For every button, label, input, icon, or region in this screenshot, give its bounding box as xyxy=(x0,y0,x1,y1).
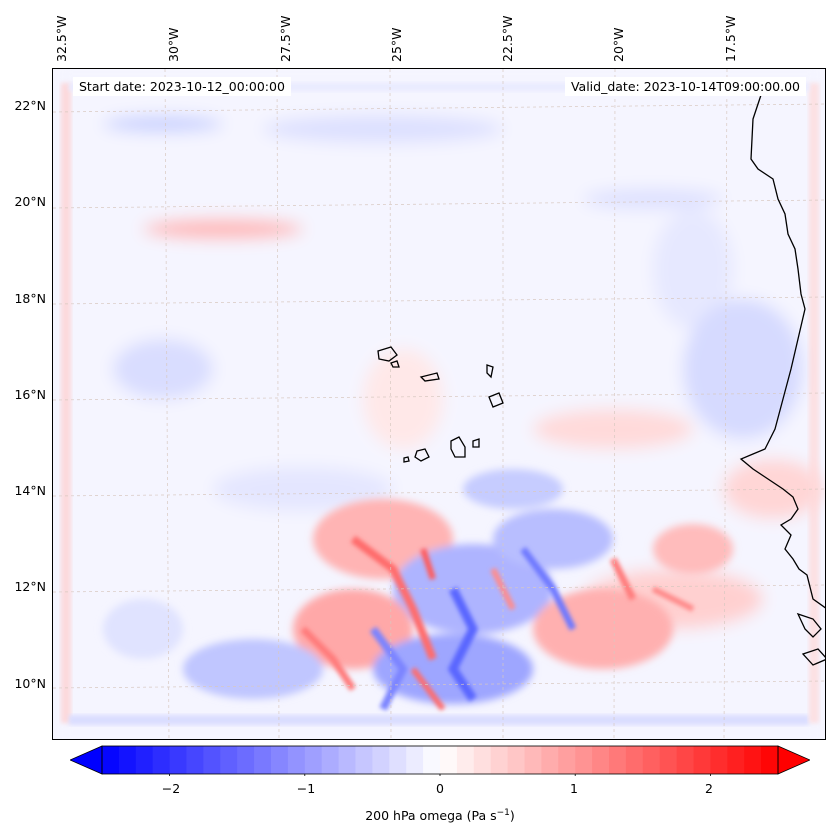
colorbar-segment xyxy=(102,746,120,774)
boundary-artifact xyxy=(61,83,819,725)
cape-verde-fogo xyxy=(414,448,430,462)
african-coastline xyxy=(739,82,825,609)
bissagos-islands xyxy=(801,648,825,666)
colorbar-segment xyxy=(118,746,137,774)
cape-verde-santo-antao xyxy=(377,346,398,362)
colorbar-segment xyxy=(456,746,475,774)
cape-verde-boa-vista xyxy=(488,392,504,408)
cape-verde-santiago xyxy=(450,436,466,458)
colorbar-segment xyxy=(321,746,340,774)
colorbar-extend-min xyxy=(70,745,103,775)
colorbar-segment xyxy=(490,746,509,774)
lon-label: 30°W xyxy=(166,27,181,62)
lat-label: 22°N xyxy=(14,98,46,113)
valid-date-label: Valid_date: 2023-10-14T09:00:00.00 xyxy=(564,77,806,96)
lon-label: 17.5°W xyxy=(723,15,738,62)
lat-label: 20°N xyxy=(14,194,46,209)
colorbar-segment xyxy=(541,746,559,774)
convection-band xyxy=(103,469,733,704)
start-date-label: Start date: 2023-10-12_00:00:00 xyxy=(73,77,291,96)
colorbar-segment xyxy=(592,746,610,774)
graticule xyxy=(53,69,825,739)
colorbar-segment xyxy=(558,746,576,774)
coastlines xyxy=(377,82,825,666)
colorbar-segment xyxy=(440,746,458,774)
cape-verde-sao-nicolau xyxy=(419,372,440,382)
colorbar-segment xyxy=(186,746,204,774)
colorbar-segment xyxy=(524,746,542,774)
colorbar-tick-label: −2 xyxy=(161,781,181,796)
colorbar-segment xyxy=(254,746,272,774)
colorbar-segment xyxy=(693,746,711,774)
colorbar-segment xyxy=(271,746,289,774)
colorbar-segment xyxy=(761,746,779,774)
colorbar-segment xyxy=(304,746,323,774)
colorbar-segment xyxy=(372,746,390,774)
lat-label: 18°N xyxy=(14,291,46,306)
colorbar-segment xyxy=(355,746,373,774)
colorbar-segment xyxy=(575,746,593,774)
colorbar-segment xyxy=(135,746,154,774)
colorbar-segment xyxy=(642,746,661,774)
colorbar-tick-label: 2 xyxy=(705,781,713,796)
lat-label: 14°N xyxy=(14,483,46,498)
colorbar-segment xyxy=(609,746,627,774)
colorbar-segment xyxy=(389,746,407,774)
colorbar-segment xyxy=(406,746,424,774)
colorbar-segment xyxy=(152,746,171,774)
omega-field-map xyxy=(53,69,825,739)
colorbar-segment xyxy=(220,746,238,774)
lon-label: 25°W xyxy=(389,27,404,62)
lat-label: 16°N xyxy=(14,387,46,402)
cape-verde-sao-vicente xyxy=(390,360,400,368)
cape-verde-brava xyxy=(403,456,410,463)
colorbar-tick-label: 1 xyxy=(570,781,578,796)
lon-label: 32.5°W xyxy=(54,15,69,62)
guinea-islands xyxy=(796,612,822,638)
colorbar-segment xyxy=(625,746,644,774)
colorbar-tick-label: −1 xyxy=(296,781,316,796)
colorbar-segment xyxy=(710,746,728,774)
colorbar-segments xyxy=(102,746,779,774)
colorbar-segment xyxy=(744,746,762,774)
colorbar-segment xyxy=(507,746,526,774)
lon-label: 27.5°W xyxy=(278,15,293,62)
colorbar-segment xyxy=(676,746,695,774)
colorbar-segment xyxy=(169,746,188,774)
colorbar-segment xyxy=(659,746,678,774)
cape-verde-maio xyxy=(472,438,480,448)
colorbar-segment xyxy=(237,746,255,774)
lat-label: 10°N xyxy=(14,676,46,691)
lon-label: 22.5°W xyxy=(500,15,515,62)
colorbar-segment xyxy=(203,746,221,774)
map-panel: Start date: 2023-10-12_00:00:00 Valid_da… xyxy=(52,68,826,740)
colorbar-segment xyxy=(423,746,441,774)
colorbar-label: 200 hPa omega (Pa s−1) xyxy=(365,808,515,824)
lat-label: 12°N xyxy=(14,579,46,594)
colorbar xyxy=(70,745,810,776)
colorbar-segment xyxy=(473,746,492,774)
colorbar-segment xyxy=(287,746,306,774)
cape-verde-sal xyxy=(486,364,494,379)
lon-label: 20°W xyxy=(611,27,626,62)
colorbar-extend-max xyxy=(777,745,810,775)
colorbar-tick-label: 0 xyxy=(436,781,444,796)
colorbar-segment xyxy=(338,746,357,774)
colorbar-segment xyxy=(727,746,745,774)
colorbar-ticks xyxy=(169,774,711,776)
